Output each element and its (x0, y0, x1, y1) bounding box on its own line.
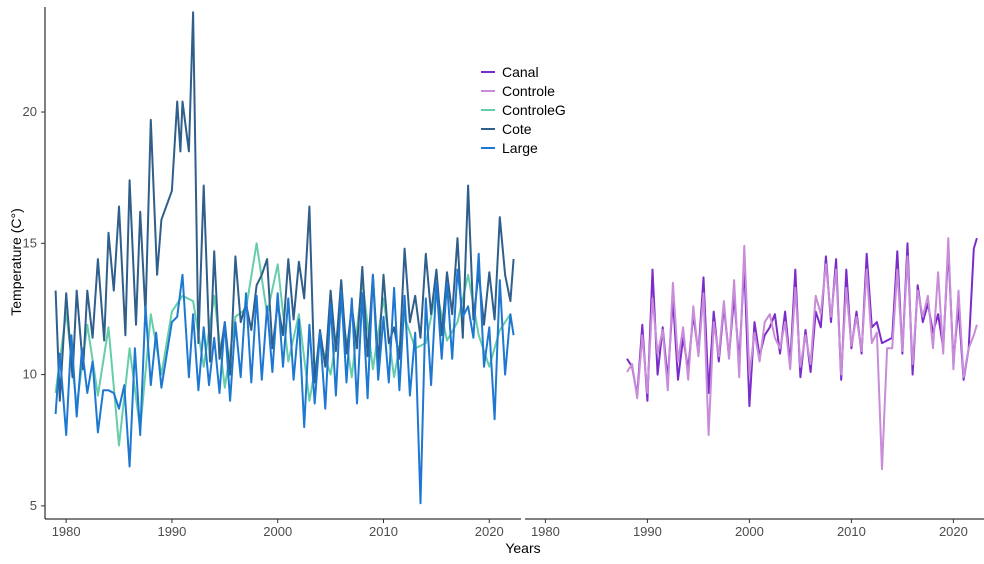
x-tick-label: 2000 (263, 524, 292, 539)
panel-left: 5 10 15 20 1980 1990 2000 2010 2020 (23, 7, 521, 539)
x-tick-label: 1980 (531, 524, 560, 539)
legend-label-cote: Cote (502, 121, 532, 137)
x-tick-label: 2010 (837, 524, 866, 539)
legend-label-controle: Controle (502, 83, 555, 99)
x-tick-label: 2020 (939, 524, 968, 539)
x-tick-label: 2000 (735, 524, 764, 539)
series-line-large (54, 252, 515, 505)
x-tick-label: 1980 (52, 524, 81, 539)
y-tick-label: 5 (30, 498, 37, 513)
series-line-canal (626, 237, 978, 408)
y-tick-label: 10 (23, 367, 37, 382)
x-axis-title: Years (505, 540, 540, 556)
x-tick-label: 2020 (475, 524, 504, 539)
legend-label-large: Large (502, 140, 538, 156)
legend: Canal Controle ControleG Cote Large (481, 64, 566, 156)
x-tick-label: 1990 (633, 524, 662, 539)
x-tick-label: 2010 (369, 524, 398, 539)
y-tick-label: 20 (23, 104, 37, 119)
legend-label-canal: Canal (502, 64, 539, 80)
series-line-controle (626, 237, 978, 471)
y-tick-label: 15 (23, 235, 37, 250)
legend-label-controleg: ControleG (502, 102, 566, 118)
y-axis-title: Temperature (C°) (8, 208, 24, 316)
panel-right: 1980 1990 2000 2010 2020 (525, 237, 984, 539)
x-tick-label: 1990 (157, 524, 186, 539)
series-line-cote (54, 11, 515, 402)
